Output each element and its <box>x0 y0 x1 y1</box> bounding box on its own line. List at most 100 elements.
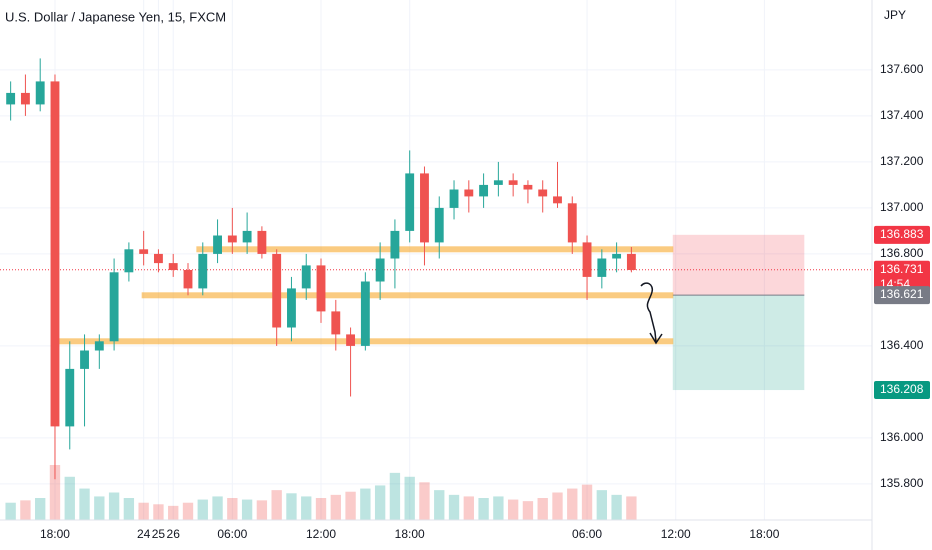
candle-body <box>198 253 208 289</box>
price-label-bg <box>874 286 930 305</box>
candle-body <box>287 288 296 328</box>
candle-body <box>508 180 518 185</box>
currency: JPY <box>884 8 906 22</box>
volume-bar <box>20 500 31 520</box>
candle-body <box>567 203 577 243</box>
volume-bar <box>197 499 208 520</box>
candle-body <box>553 196 562 204</box>
volume-bar <box>404 476 415 520</box>
x-tick-label: 18:00 <box>749 527 779 541</box>
x-tick-label: 18:00 <box>40 527 70 541</box>
volume-bar <box>537 498 548 520</box>
volume-bar <box>138 502 149 520</box>
candle-body <box>346 334 356 346</box>
candle-body <box>242 230 252 243</box>
candle-body <box>227 235 237 243</box>
candle-body <box>582 242 592 277</box>
volume-bar <box>463 496 474 520</box>
candle-body <box>20 92 30 105</box>
candle-body <box>316 265 326 312</box>
candle-body <box>420 173 429 243</box>
candle-body <box>6 92 16 105</box>
candle-body <box>493 180 503 185</box>
volume-bar <box>286 493 297 520</box>
volume-bar <box>301 496 312 520</box>
candle-body <box>50 81 60 427</box>
candle-body <box>213 235 222 254</box>
y-tick-label: 137.400 <box>880 108 924 122</box>
candle-body <box>434 207 444 243</box>
candle-body <box>94 341 104 351</box>
candle-body <box>375 258 385 282</box>
price-label-bg <box>874 381 930 400</box>
volume-bar <box>626 496 637 520</box>
y-tick-label: 135.800 <box>880 476 924 490</box>
volume-bar <box>168 505 179 520</box>
volume-bar <box>94 496 105 520</box>
candle-body <box>405 173 415 231</box>
candle-body <box>80 350 89 369</box>
y-tick-label: 137.000 <box>880 200 924 214</box>
candle-body <box>523 184 533 190</box>
volume-bar <box>522 501 534 520</box>
candle-body <box>154 253 163 264</box>
candle-body <box>538 189 548 197</box>
candle-body <box>257 230 267 254</box>
candle-body <box>272 253 282 328</box>
y-tick-label: 136.000 <box>880 430 924 444</box>
x-tick-label: 24 <box>137 527 151 541</box>
volume-bar <box>182 502 194 520</box>
y-tick-label: 137.600 <box>880 62 924 76</box>
volume-bar <box>507 499 519 520</box>
candle-body <box>360 281 370 346</box>
price-label: 136.883 <box>880 227 924 241</box>
volume-bar <box>419 482 430 520</box>
volume-bar <box>227 498 238 520</box>
candle-body <box>626 253 636 271</box>
candle-body <box>183 270 193 289</box>
y-tick-label: 136.400 <box>880 338 924 352</box>
volume-bar <box>5 502 16 520</box>
volume-bar <box>123 498 135 520</box>
x-tick-label: 12:00 <box>306 527 336 541</box>
candle-body <box>597 258 607 277</box>
volume-bar <box>271 490 282 520</box>
x-tick-label: 12:00 <box>661 527 691 541</box>
volume-bar <box>389 472 401 520</box>
candle-body <box>479 184 489 197</box>
price-label: 136.208 <box>880 382 924 396</box>
price-label-bg <box>874 225 930 244</box>
candle-body <box>612 253 622 259</box>
candle-body <box>301 265 311 289</box>
y-tick-label: 137.200 <box>880 154 924 168</box>
volume-bar <box>79 488 90 520</box>
volume-bar <box>153 504 164 520</box>
x-tick-label: 06:00 <box>217 527 247 541</box>
candle-body <box>139 249 149 254</box>
x-tick-label: 18:00 <box>395 527 425 541</box>
y-tick-label: 136.800 <box>880 246 924 260</box>
volume-bar <box>64 476 75 520</box>
volume-bar <box>374 485 386 520</box>
volume-bar <box>330 494 341 520</box>
candle-body <box>109 272 119 342</box>
volume-bar <box>345 491 356 520</box>
candle-body <box>35 81 45 105</box>
volume-bar <box>493 496 504 520</box>
volume-bar <box>581 484 593 520</box>
volume-bar <box>49 465 61 520</box>
volume-bar <box>256 500 268 520</box>
volume-bar <box>434 490 445 520</box>
volume-bar <box>315 498 327 520</box>
x-tick-label: 26 <box>167 527 181 541</box>
volume-bar <box>478 498 489 520</box>
candle-body <box>449 189 459 208</box>
x-tick-label: 25 <box>152 527 166 541</box>
candle-body <box>331 311 341 335</box>
volume-bar <box>35 498 46 520</box>
volume-bar <box>596 490 608 520</box>
candle-body <box>464 189 474 197</box>
x-tick-label: 06:00 <box>572 527 602 541</box>
